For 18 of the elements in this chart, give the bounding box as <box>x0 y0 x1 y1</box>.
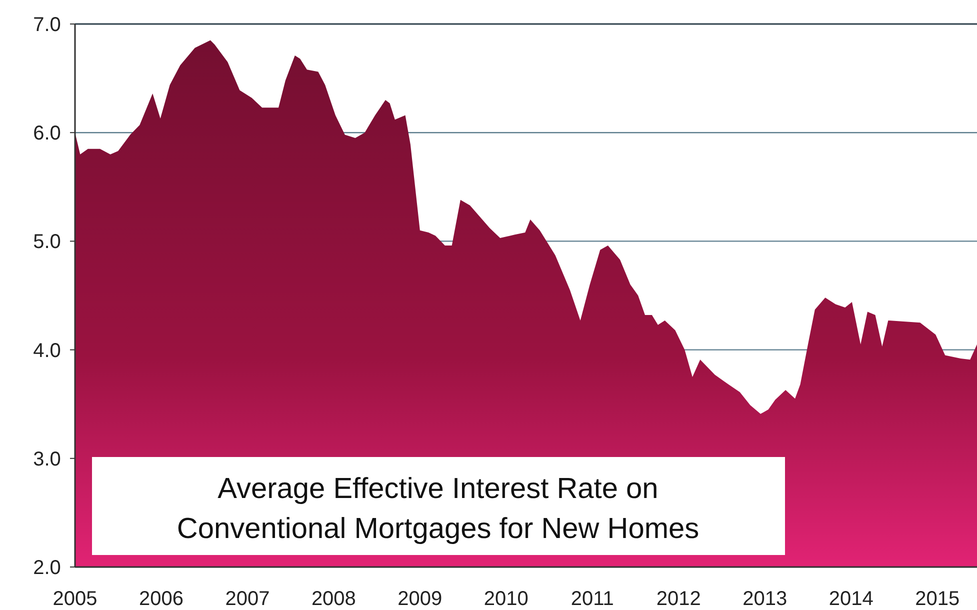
x-tick-label: 2005 <box>52 588 98 610</box>
y-tick-label: 5.0 <box>33 231 61 254</box>
x-tick-label: 2006 <box>138 588 184 610</box>
x-tick-label: 2012 <box>656 588 701 610</box>
y-tick-label: 6.0 <box>33 122 61 145</box>
y-tick-label: 7.0 <box>33 14 61 36</box>
x-tick-label: 2010 <box>484 588 528 610</box>
y-tick-label: 4.0 <box>33 340 61 362</box>
x-tick-label: 2015 <box>915 588 960 610</box>
x-tick-label: 2011 <box>570 588 614 610</box>
x-tick-label: 2009 <box>398 588 442 610</box>
y-tick-label: 2.0 <box>33 557 61 579</box>
x-tick-label: 2007 <box>225 588 270 610</box>
x-tick-label: 2014 <box>828 588 874 610</box>
text: Average Effective Interest Rate on Conventional Mortgages for New Homes <box>176 473 700 546</box>
x-tick-label: 2008 <box>311 588 356 610</box>
y-tick-label: 3.0 <box>33 448 61 470</box>
x-tick-label: 2013 <box>742 588 788 610</box>
